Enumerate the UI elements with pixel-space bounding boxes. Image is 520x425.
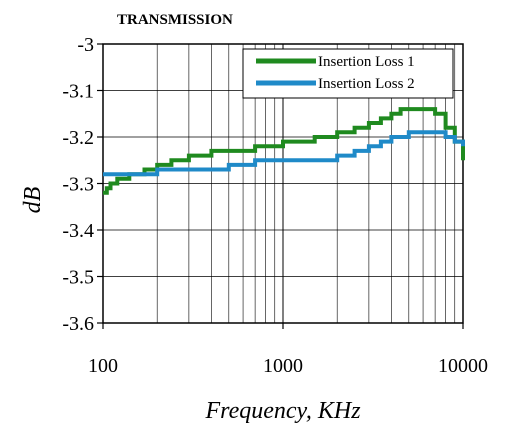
y-tick-label: -3.1 <box>62 81 94 103</box>
y-tick-label: -3.6 <box>62 313 94 335</box>
legend-label-insertion-loss-1: Insertion Loss 1 <box>318 54 415 70</box>
x-axis-label: Frequency, KHz <box>204 398 361 424</box>
series-line-2 <box>103 130 465 177</box>
legend-label-insertion-loss-2: Insertion Loss 2 <box>318 76 415 92</box>
x-tick-label: 1000 <box>263 355 303 377</box>
x-tick-label: 100 <box>88 355 118 377</box>
legend-box <box>242 48 454 99</box>
y-tick-label: -3.2 <box>62 127 94 149</box>
legend: Insertion Loss 1 Insertion Loss 2 <box>242 48 454 99</box>
y-axis-label: dB <box>20 186 46 213</box>
series-lines <box>103 107 465 195</box>
y-tick-label: -3 <box>77 34 94 56</box>
y-tick-label: -3.5 <box>62 267 94 289</box>
y-tick-label: -3.4 <box>62 220 94 242</box>
x-tick-label: 10000 <box>438 355 488 377</box>
y-tick-label: -3.3 <box>62 174 94 196</box>
axis-ticks: -3 -3.1 -3.2 -3.3 -3.4 -3.5 -3.6 100 1000 10000 <box>62 34 488 377</box>
chart-title: TRANSMISSION <box>117 12 233 28</box>
